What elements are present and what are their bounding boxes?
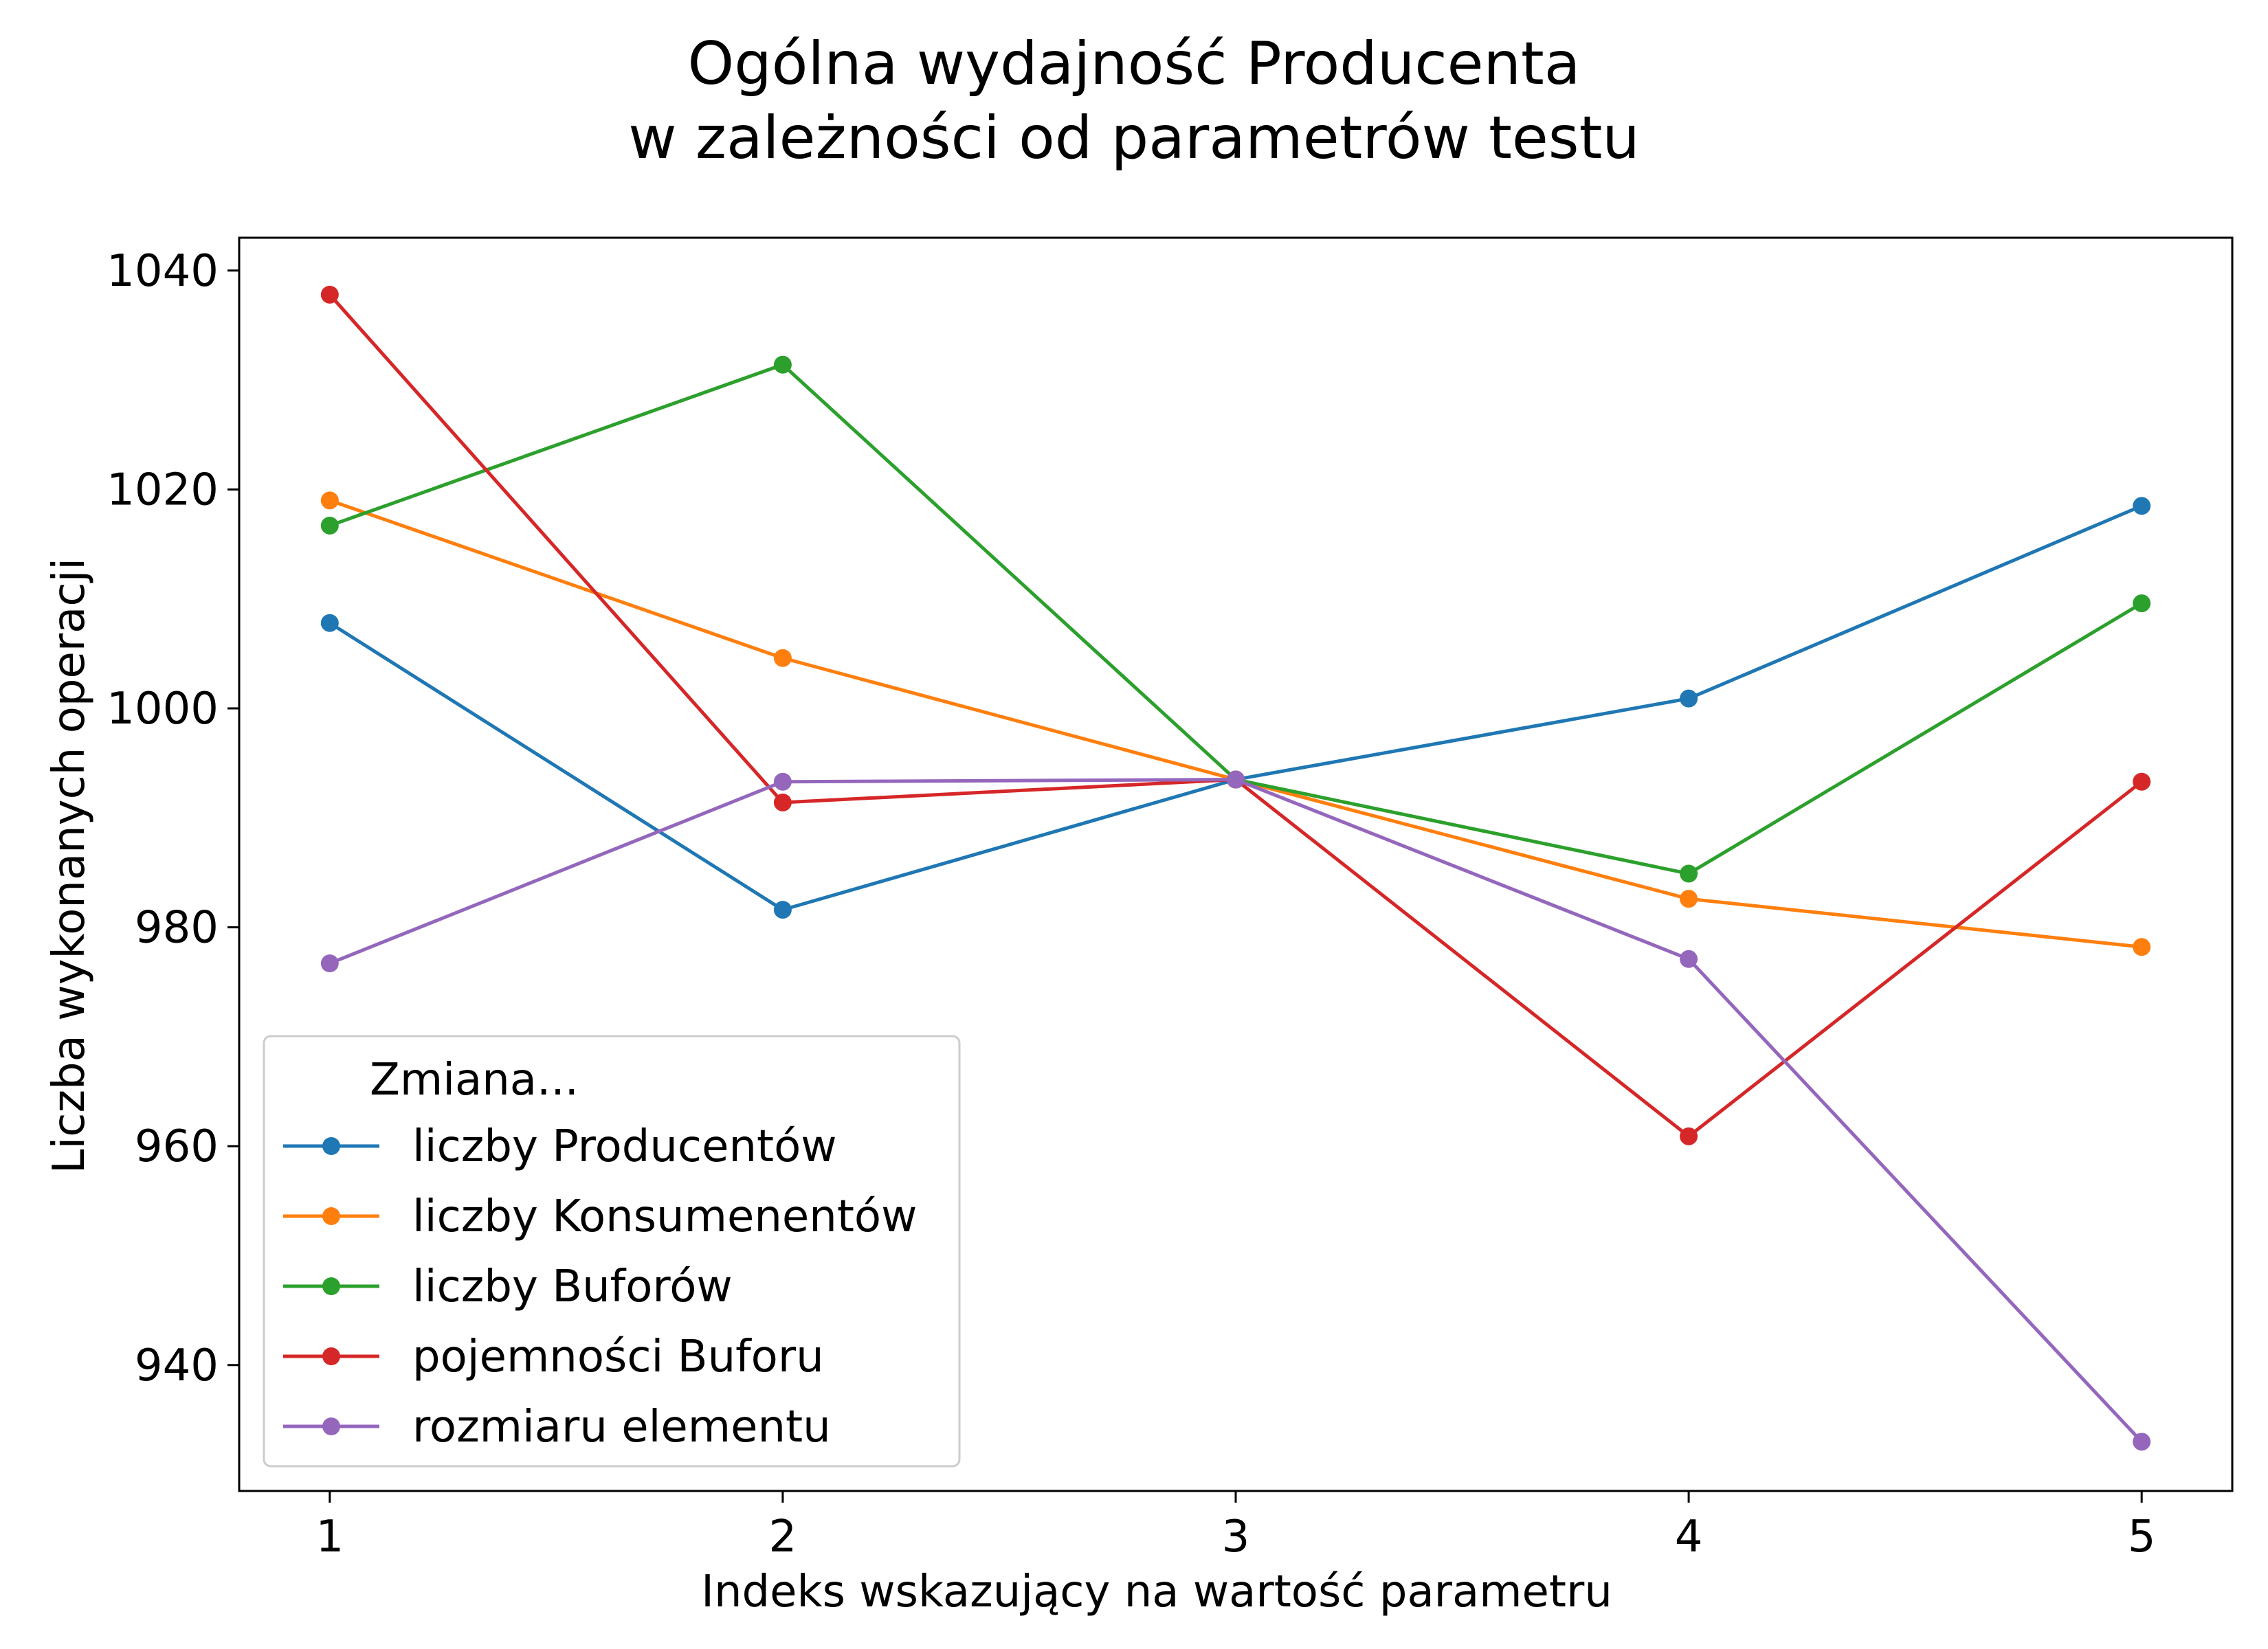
series-2-point-1 [320,491,339,510]
y-tick-label-1020: 1020 [107,464,219,515]
series-2-line [329,498,2142,949]
y-tick-label-940: 940 [135,1340,219,1391]
y-axis-label: Liczba wykonanych operacji [44,558,95,1174]
series-5-point-1 [320,954,339,973]
series-4-point-4 [1680,1127,1698,1145]
chart-title-line-1: Ogólna wydajność Producenta [688,30,1581,98]
series-1-point-2 [773,901,792,919]
series-5-point-5 [2133,1433,2151,1451]
series-3-point-5 [2133,594,2151,613]
series-3-point-1 [320,516,339,535]
series-5-point-2 [773,772,792,791]
legend-item-4-marker [322,1347,340,1365]
series-2-point-5 [2133,938,2151,956]
x-tick-label-5: 5 [2128,1512,2156,1562]
y-tick-label-1000: 1000 [107,684,219,734]
plot-area: 1 2 3 4 5 940 960 980 1000 1020 1040 [107,236,2234,1562]
series-4-point-1 [320,285,339,304]
series-4-line [328,293,2143,1138]
series-3-point-2 [773,355,792,374]
legend-title: Zmiana... [370,1055,579,1106]
x-tick-label-2: 2 [769,1512,797,1562]
series-2-point-2 [773,649,792,667]
x-tick-label-1: 1 [315,1512,344,1562]
legend-item-2-label: liczby Konsumenentów [412,1191,917,1242]
legend-item-5-marker [322,1417,340,1435]
x-axis-label: Indeks wskazujący na wartość parametru [701,1567,1612,1617]
series-1-point-4 [1680,689,1698,708]
legend: Zmiana... liczby Producentów liczby Konsum… [263,1035,961,1468]
legend-box [263,1035,961,1468]
legend-item-2-marker [322,1207,340,1225]
series-4-point-5 [2133,772,2151,791]
series-3-point-4 [1680,864,1698,883]
legend-item-5-label: rozmiaru elementu [412,1402,831,1452]
chart-title-line-2: w zależności od parametrów testu [628,104,1640,172]
series-5-point-3 [1227,770,1245,789]
y-tick-label-960: 960 [135,1121,219,1172]
series-1-line [329,504,2143,912]
series-1-point-5 [2133,497,2151,515]
legend-item-3-marker [322,1277,340,1295]
series-1-point-1 [320,614,339,632]
y-tick-label-1040: 1040 [107,246,219,297]
x-tick-label-3: 3 [1222,1512,1250,1562]
series-5-point-4 [1680,950,1698,968]
y-tick-label-980: 980 [135,903,219,954]
series-3-line [329,363,2143,876]
series-2-point-4 [1680,890,1698,908]
legend-item-1-label: liczby Producentów [412,1121,837,1172]
legend-item-4-label: pojemności Buforu [412,1332,824,1382]
x-tick-label-4: 4 [1675,1512,1703,1562]
legend-item-3-label: liczby Buforów [412,1261,733,1312]
legend-item-1-marker [322,1137,340,1155]
series-4-point-2 [773,793,792,811]
